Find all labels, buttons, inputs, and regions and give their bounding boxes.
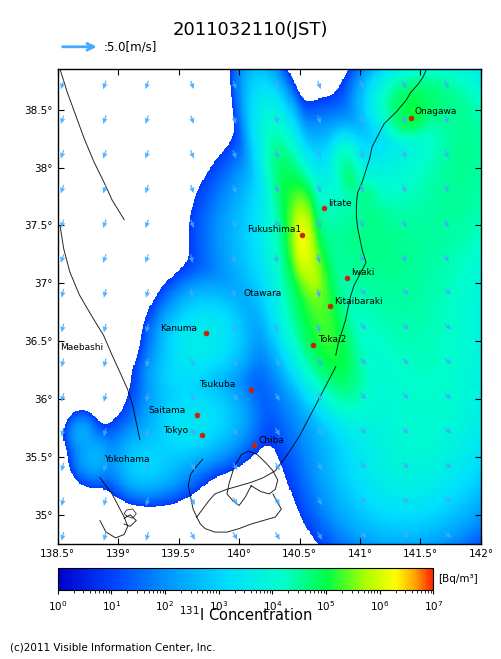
Text: Saitama: Saitama [148,406,185,415]
Text: Otawara: Otawara [244,289,282,298]
Text: Tokyo: Tokyo [163,426,188,434]
Text: Iitate: Iitate [329,199,352,208]
Text: 2011032110(JST): 2011032110(JST) [173,20,328,39]
Text: Yokohama: Yokohama [104,455,149,463]
Text: Kitaibaraki: Kitaibaraki [335,297,383,306]
Text: (c)2011 Visible Information Center, Inc.: (c)2011 Visible Information Center, Inc. [10,643,215,652]
Text: Fukushima1: Fukushima1 [247,225,302,235]
Text: [Bq/m³]: [Bq/m³] [438,574,478,585]
Text: Maebashi: Maebashi [60,343,103,353]
Text: Tokai2: Tokai2 [318,335,346,344]
Text: Tsukuba: Tsukuba [199,380,235,389]
Text: Iwaki: Iwaki [352,268,375,277]
Text: $^{131}$I Concentration: $^{131}$I Concentration [179,605,312,623]
Text: :5.0[m/s]: :5.0[m/s] [104,40,157,53]
Text: Kanuma: Kanuma [160,324,197,333]
Text: Onagawa: Onagawa [414,107,457,117]
Text: Chiba: Chiba [259,436,284,445]
